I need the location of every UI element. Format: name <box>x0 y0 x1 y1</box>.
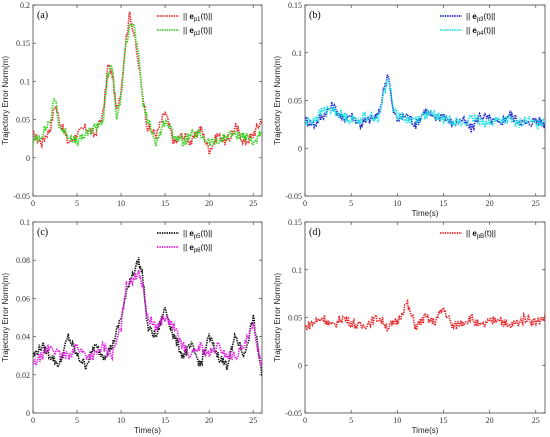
x-tick-label: 20 <box>486 199 494 208</box>
legend-label: || ep4(t)|| <box>466 26 495 37</box>
x-tick-label: 10 <box>393 416 401 425</box>
series-line-p2 <box>33 22 262 149</box>
y-tick-label: 0.15 <box>288 218 302 227</box>
x-tick-label: 0 <box>303 416 307 425</box>
series-line-p1 <box>33 11 262 155</box>
legend-label: || ep2(t)|| <box>183 26 212 37</box>
plot-area <box>32 221 263 414</box>
legend-label: || ep6(t)|| <box>183 243 212 254</box>
y-tick-label: 0.1 <box>20 218 30 227</box>
y-tick-label: 0.1 <box>292 266 302 275</box>
series-line-p4 <box>305 78 545 131</box>
x-tick-label: 25 <box>249 416 257 425</box>
x-axis-label: Time(s) <box>412 209 439 218</box>
x-tick-label: 15 <box>439 199 447 208</box>
x-tick-label: 25 <box>532 199 540 208</box>
plot-area <box>304 221 546 414</box>
y-tick-label: 0.1 <box>20 77 30 86</box>
y-axis-label: Trajectory Error Norm(m) <box>1 273 10 362</box>
y-tick-label: 0 <box>298 361 302 370</box>
y-axis-label: Trajectory Error Norm(m) <box>273 56 282 145</box>
y-tick-label: -0.05 <box>13 192 30 201</box>
x-tick-label: 0 <box>303 199 307 208</box>
x-tick-label: 0 <box>31 199 35 208</box>
y-tick-label: -0.05 <box>285 409 302 418</box>
x-tick-label: 20 <box>486 416 494 425</box>
y-tick-label: 0 <box>26 409 30 418</box>
y-tick-label: -0.05 <box>285 192 302 201</box>
x-tick-label: 15 <box>161 199 169 208</box>
y-tick-label: 0 <box>26 154 30 163</box>
panel-1: 0 5 10 15 20 25-0.0500.050.10.150.2Trajectory… <box>1 1 263 208</box>
x-tick-label: 10 <box>393 199 401 208</box>
y-tick-label: 0.05 <box>288 97 302 106</box>
y-tick-label: 0.04 <box>16 333 30 342</box>
y-tick-label: 0 <box>298 144 302 153</box>
legend-label: || epB(t)|| <box>466 229 496 240</box>
x-tick-label: 20 <box>205 199 213 208</box>
legend-label: || ep5(t)|| <box>183 229 212 240</box>
x-tick-label: 25 <box>532 416 540 425</box>
series-line-pB <box>305 298 545 333</box>
panel-label: (d) <box>309 227 321 238</box>
x-axis-label: Time(s) <box>412 426 439 435</box>
x-tick-label: 5 <box>75 416 79 425</box>
y-tick-label: 0.05 <box>16 116 30 125</box>
y-axis-label: Trajectory Error Norm(m) <box>1 56 10 145</box>
x-tick-label: 5 <box>349 416 353 425</box>
y-tick-label: 0.06 <box>16 294 30 303</box>
y-tick-label: 0.08 <box>16 256 30 265</box>
x-tick-label: 15 <box>439 416 447 425</box>
y-tick-label: 0.05 <box>288 314 302 323</box>
panel-label: (a) <box>37 10 48 21</box>
panel-label: (b) <box>309 10 321 21</box>
y-tick-label: 0.02 <box>16 371 30 380</box>
y-tick-label: 0.1 <box>292 49 302 58</box>
series-line-p5 <box>33 257 262 377</box>
plot-area <box>304 4 546 197</box>
panel-label: (c) <box>37 227 48 238</box>
x-tick-label: 5 <box>349 199 353 208</box>
panel-2: 0 5 10 15 20 25-0.0500.050.10.15Time(s)Trajec… <box>273 1 546 218</box>
legend-label: || ep3(t)|| <box>466 12 495 23</box>
series-line-p3 <box>305 74 545 133</box>
series-line-p6 <box>33 269 262 367</box>
x-tick-label: 10 <box>117 199 125 208</box>
y-tick-label: 0.15 <box>16 39 30 48</box>
x-tick-label: 25 <box>249 199 257 208</box>
plot-area <box>32 4 263 197</box>
panel-3: 0 5 10 15 20 25 0 0.02 0.04 0.06 0.08 0.1 Time(s) Tra… <box>1 218 263 435</box>
y-tick-label: 0.15 <box>288 1 302 10</box>
x-tick-label: 0 <box>31 416 35 425</box>
y-axis-label: Trajectory Error Norm(m) <box>273 273 282 362</box>
x-tick-label: 10 <box>117 416 125 425</box>
x-tick-label: 15 <box>161 416 169 425</box>
panel-4: 0 5 10 15 20 25-0.0500.050.10.15Time(s)Trajec… <box>273 218 546 435</box>
legend-label: || ep1(t)|| <box>183 12 212 23</box>
x-tick-label: 5 <box>75 199 79 208</box>
x-tick-label: 20 <box>205 416 213 425</box>
x-axis-label: Time(s) <box>134 426 161 435</box>
y-tick-label: 0.2 <box>20 1 30 10</box>
